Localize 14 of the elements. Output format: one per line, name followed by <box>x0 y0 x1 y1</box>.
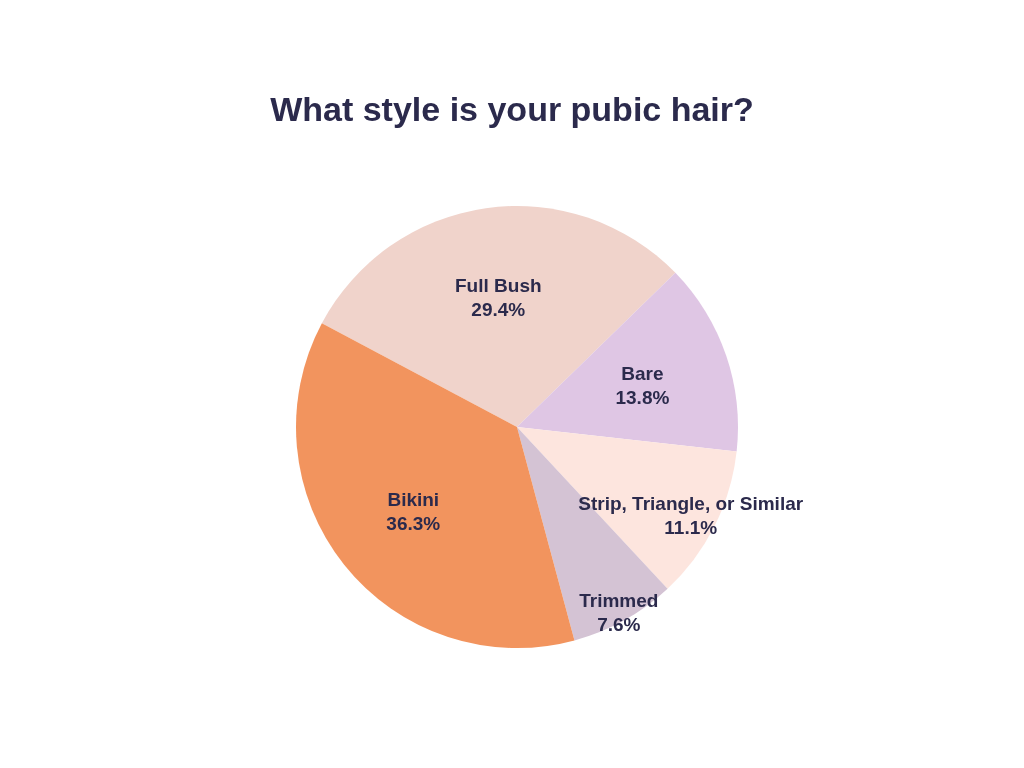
data-label: 11.1% <box>664 517 718 539</box>
data-label: 36.3% <box>386 512 441 534</box>
pie-slice <box>321 206 676 427</box>
slice-label: Trimmed <box>579 589 659 611</box>
data-label: 29.4% <box>471 298 526 320</box>
pie-slice <box>296 323 575 648</box>
slice-label: Full Bush <box>455 274 542 296</box>
slice-label: Bare <box>621 362 664 384</box>
chart-title: What style is your pubic hair? <box>269 90 755 129</box>
slice-label: Strip, Triangle, or Similar <box>578 493 804 515</box>
slice-label: Bikini <box>387 488 440 510</box>
data-label: 13.8% <box>615 386 670 408</box>
pie-slice <box>517 427 737 589</box>
data-label: 7.6% <box>597 613 641 635</box>
